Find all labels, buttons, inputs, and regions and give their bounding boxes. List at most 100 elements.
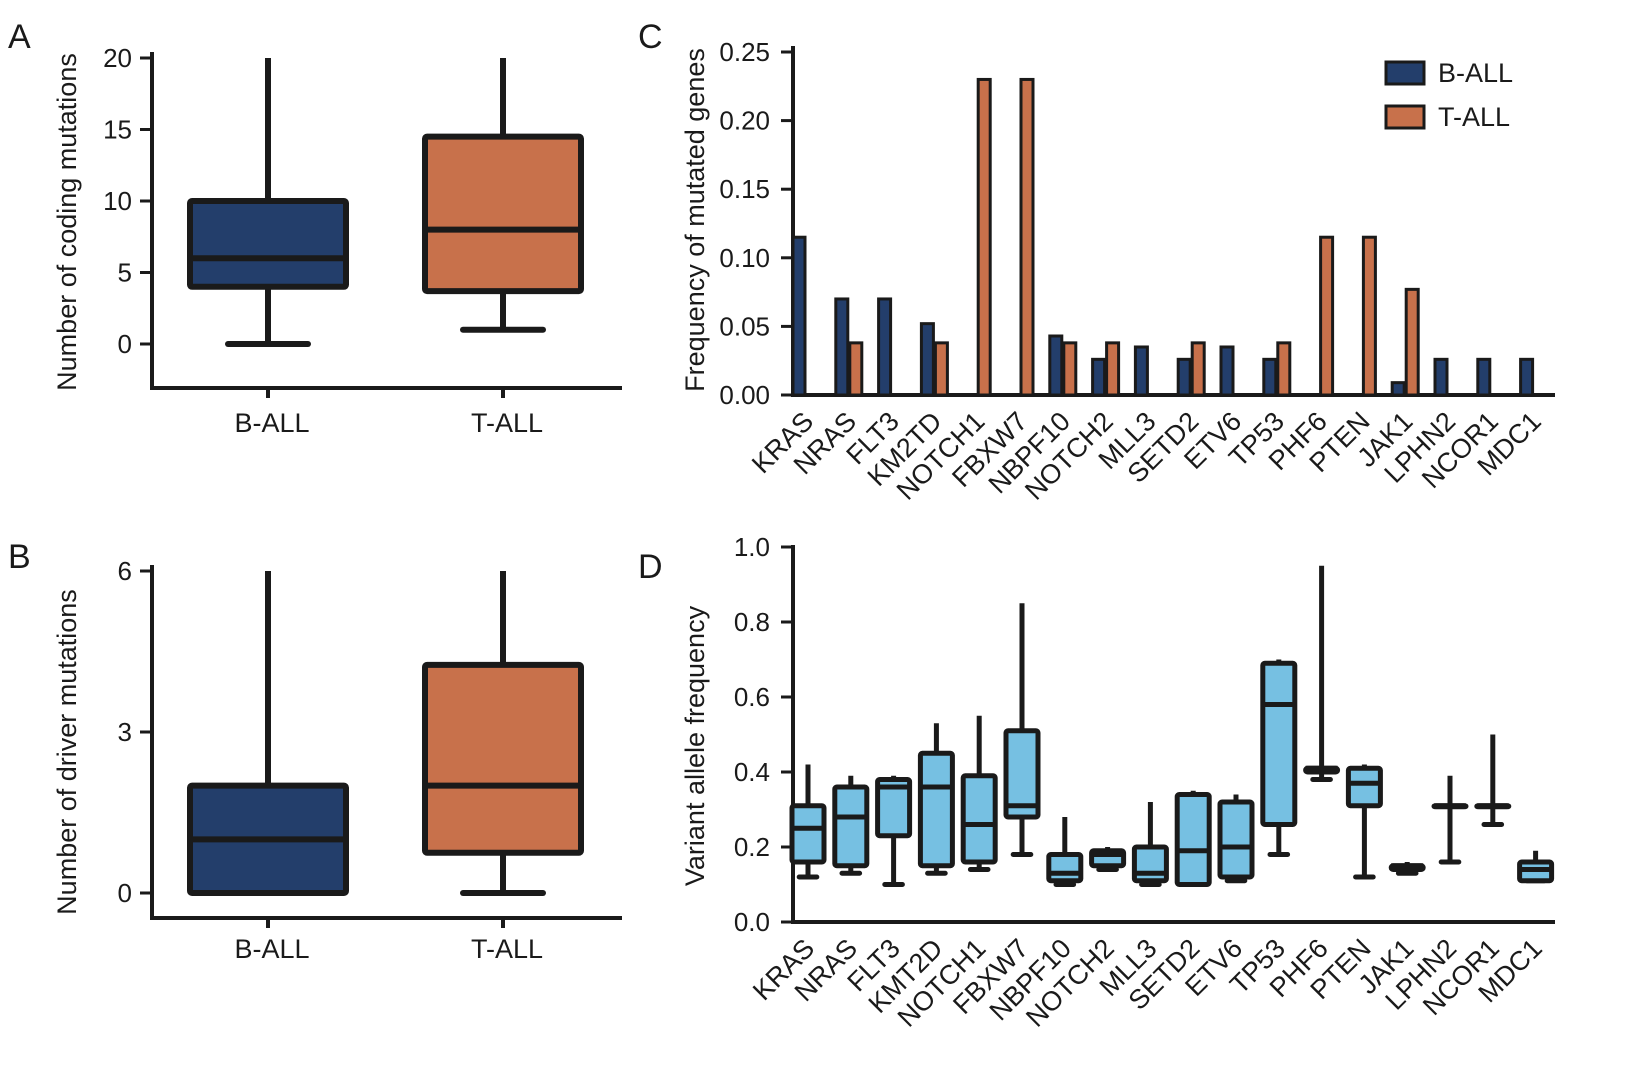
box-phf6 bbox=[1303, 565, 1341, 782]
box-iqr bbox=[187, 198, 349, 290]
bar-t-all-notch2 bbox=[1105, 341, 1121, 397]
y-tick-label: 0.00 bbox=[719, 380, 770, 410]
box-notch2 bbox=[1089, 847, 1127, 872]
box-lphn2 bbox=[1431, 775, 1469, 865]
y-tick-label: 10 bbox=[103, 186, 132, 216]
y-tick-label: 20 bbox=[103, 43, 132, 73]
y-axis-title: Variant allele frequency bbox=[680, 605, 710, 886]
panel-c: C 0.00 0.05 0.10 0.15 0.20 0.25 Frequency of mu… bbox=[638, 18, 1555, 506]
box-b-all bbox=[187, 58, 349, 347]
legend-label-t-all: T-ALL bbox=[1438, 102, 1510, 132]
bar-b-all-etv6 bbox=[1219, 345, 1235, 397]
bar-t-all-nbpf10 bbox=[1062, 341, 1078, 397]
y-tick-label: 0 bbox=[118, 878, 132, 908]
panel-letter: B bbox=[8, 538, 31, 576]
category-label: B-ALL bbox=[234, 408, 309, 438]
y-tick-label: 5 bbox=[118, 258, 132, 288]
y-axis-title: Number of driver mutations bbox=[52, 589, 82, 915]
legend-swatch-t-all bbox=[1384, 104, 1426, 130]
category-label: T-ALL bbox=[471, 408, 543, 438]
bar-b-all-mll3 bbox=[1133, 345, 1149, 397]
box-setd2 bbox=[1174, 790, 1212, 887]
bar-t-all-setd2 bbox=[1190, 341, 1206, 397]
bar-b-all-jak1 bbox=[1390, 381, 1406, 397]
bar-b-all-nbpf10 bbox=[1048, 334, 1064, 397]
box-kras bbox=[789, 764, 827, 880]
y-tick-label: 0.10 bbox=[719, 243, 770, 273]
legend: B-ALL T-ALL bbox=[1384, 58, 1513, 132]
y-tick-label: 0.0 bbox=[734, 907, 770, 937]
box-iqr bbox=[1046, 852, 1084, 884]
box-notch1 bbox=[960, 715, 998, 872]
bar-t-all-jak1 bbox=[1404, 287, 1420, 397]
bar-t-all-phf6 bbox=[1319, 235, 1335, 397]
bar-b-all-flt3 bbox=[877, 297, 893, 397]
bar-b-all-kras bbox=[791, 235, 807, 397]
box-iqr bbox=[832, 784, 870, 869]
y-tick-label: 0.05 bbox=[719, 311, 770, 341]
box-iqr bbox=[960, 773, 998, 865]
y-tick-label: 6 bbox=[118, 556, 132, 586]
bar-t-all-notch1 bbox=[976, 77, 992, 397]
bar-b-all-setd2 bbox=[1176, 357, 1192, 397]
box-nbpf10 bbox=[1046, 817, 1084, 887]
box-iqr bbox=[917, 750, 955, 869]
y-axis-title: Frequency of mutated genes bbox=[680, 48, 710, 392]
bar-b-all-km2td bbox=[919, 322, 935, 397]
panel-a: A 0 5 10 15 20 Number of coding mutations B-ALL… bbox=[8, 18, 622, 438]
box-pten bbox=[1345, 764, 1383, 880]
box-flt3 bbox=[875, 775, 913, 887]
box-ncor1 bbox=[1474, 734, 1512, 827]
box-iqr bbox=[875, 777, 913, 839]
box-iqr bbox=[789, 803, 827, 865]
box-mll3 bbox=[1131, 802, 1169, 887]
bar-t-all-nras bbox=[848, 341, 864, 397]
y-tick-label: 15 bbox=[103, 115, 132, 145]
bar-b-all-notch2 bbox=[1091, 357, 1107, 397]
y-tick-label: 0.20 bbox=[719, 106, 770, 136]
y-tick-label: 0.8 bbox=[734, 607, 770, 637]
bar-t-all-km2td bbox=[933, 341, 949, 397]
bar-b-all-nras bbox=[834, 297, 850, 397]
box-iqr bbox=[1345, 765, 1383, 809]
bar-b-all-lphn2 bbox=[1433, 357, 1449, 397]
y-tick-label: 0.4 bbox=[734, 757, 770, 787]
category-label: T-ALL bbox=[471, 934, 543, 964]
box-iqr bbox=[1217, 799, 1255, 880]
box-iqr bbox=[1003, 728, 1041, 820]
bar-t-all-fbxw7 bbox=[1019, 77, 1035, 397]
panel-letter: D bbox=[638, 548, 663, 586]
box-iqr bbox=[422, 661, 584, 856]
y-tick-label: 0 bbox=[118, 329, 132, 359]
category-label: B-ALL bbox=[234, 934, 309, 964]
box-t-all bbox=[422, 58, 584, 333]
box-fbxw7 bbox=[1003, 603, 1041, 857]
y-tick-label: 0.2 bbox=[734, 832, 770, 862]
box-tp53 bbox=[1260, 659, 1298, 857]
box-nras bbox=[832, 775, 870, 876]
bar-t-all-tp53 bbox=[1276, 341, 1292, 397]
box-b-all bbox=[187, 571, 349, 897]
box-etv6 bbox=[1217, 794, 1255, 884]
panel-letter: C bbox=[638, 18, 663, 56]
box-kmt2d bbox=[917, 723, 955, 876]
box-iqr bbox=[1174, 792, 1212, 887]
box-jak1 bbox=[1388, 862, 1426, 876]
y-tick-label: 3 bbox=[118, 717, 132, 747]
box-mdc1 bbox=[1517, 850, 1555, 884]
panel-letter: A bbox=[8, 18, 31, 56]
bar-b-all-mdc1 bbox=[1519, 357, 1535, 397]
box-iqr bbox=[1260, 660, 1298, 827]
bar-b-all-ncor1 bbox=[1476, 357, 1492, 397]
y-tick-label: 1.0 bbox=[734, 532, 770, 562]
y-tick-label: 0.15 bbox=[719, 174, 770, 204]
box-iqr bbox=[422, 133, 584, 295]
bar-t-all-pten bbox=[1361, 235, 1377, 397]
box-t-all bbox=[422, 571, 584, 896]
bar-b-all-tp53 bbox=[1262, 357, 1278, 397]
legend-label-b-all: B-ALL bbox=[1438, 58, 1513, 88]
y-axis-title: Number of coding mutations bbox=[52, 53, 82, 391]
panel-d: D 0.0 0.2 0.4 0.6 0.8 1.0 Variant allele freque… bbox=[638, 532, 1555, 1033]
panel-b: B 0 3 6 Number of driver mutations B-ALL T-ALL bbox=[8, 538, 622, 964]
